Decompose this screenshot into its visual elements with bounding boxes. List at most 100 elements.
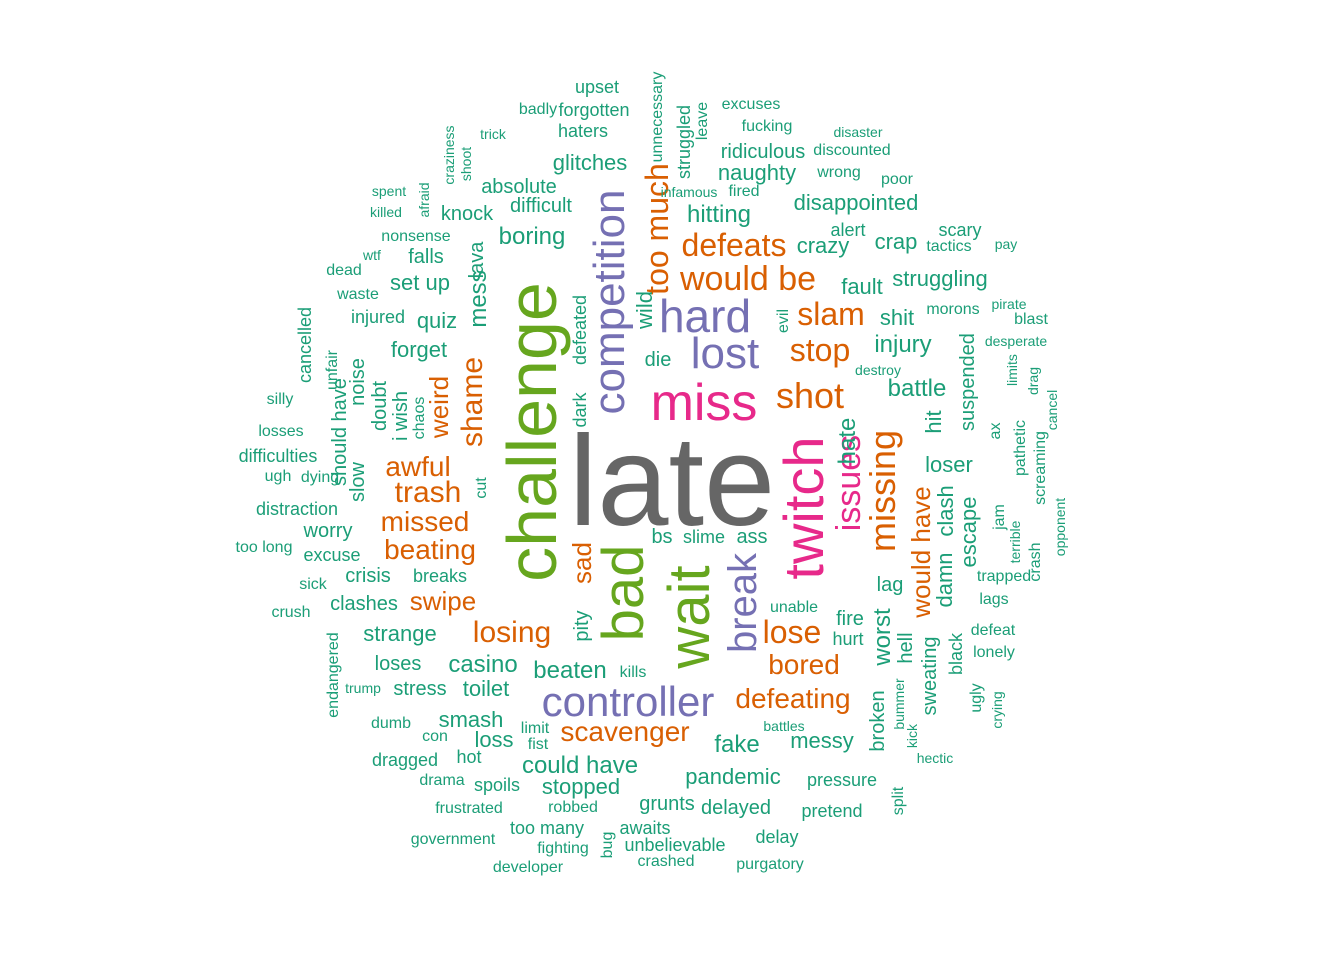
word-defeating: defeating: [735, 683, 851, 714]
word-fault: fault: [841, 274, 883, 299]
word-stop: stop: [789, 332, 851, 368]
word-delay: delay: [755, 827, 799, 847]
word-too-many: too many: [509, 818, 585, 838]
word-difficult: difficult: [510, 195, 572, 217]
word-frustrated: frustrated: [435, 800, 503, 817]
word-worst: worst: [869, 608, 896, 666]
word-damn: damn: [932, 552, 957, 608]
word-stress: stress: [393, 678, 447, 700]
word-casino: casino: [448, 651, 518, 678]
word-screaming: screaming: [1032, 431, 1049, 505]
word-dying: dying: [300, 469, 340, 486]
word-pirate: pirate: [991, 296, 1027, 312]
word-hard: hard: [658, 290, 752, 342]
word-lost: lost: [690, 329, 760, 378]
word-beaten: beaten: [533, 657, 607, 684]
word-disappointed: disappointed: [793, 190, 919, 215]
word-lags: lags: [979, 591, 1009, 608]
word-purgatory: purgatory: [736, 856, 804, 873]
word-smash: smash: [438, 707, 504, 732]
word-alert: alert: [830, 220, 866, 240]
word-trapped: trapped: [976, 568, 1032, 585]
word-knock: knock: [440, 203, 494, 225]
word-beating: beating: [384, 534, 476, 565]
word-trash: trash: [394, 476, 462, 509]
word-defeated: defeated: [570, 294, 590, 366]
word-hurt: hurt: [832, 629, 864, 649]
word-endangered: endangered: [325, 632, 342, 718]
word-shot: shot: [775, 375, 845, 416]
word-losing: losing: [472, 616, 552, 649]
word-competition: competition: [585, 189, 634, 415]
word-split: split: [890, 786, 907, 816]
word-unable: unable: [769, 599, 819, 616]
word-hectic: hectic: [916, 750, 954, 766]
word-broken: broken: [867, 690, 889, 752]
word-pity: pity: [571, 610, 593, 642]
word-bug: bug: [599, 831, 616, 859]
word-poor: poor: [880, 171, 914, 188]
word-noise: noise: [347, 358, 369, 406]
word-trick: trick: [480, 126, 506, 142]
word-scary: scary: [938, 220, 982, 240]
word-crap: crap: [874, 229, 918, 254]
word-controller: controller: [541, 678, 715, 725]
word-lonely: lonely: [973, 644, 1015, 661]
word-break: break: [721, 552, 765, 654]
word-desperate: desperate: [984, 333, 1048, 349]
word-escape: escape: [956, 496, 981, 568]
word-crisis: crisis: [345, 565, 391, 587]
word-ridiculous: ridiculous: [720, 141, 806, 163]
word-dumb: dumb: [370, 715, 412, 732]
word-spent: spent: [371, 183, 407, 199]
word-bored: bored: [768, 649, 840, 680]
word-pressure: pressure: [806, 770, 878, 790]
word-crazy: crazy: [796, 233, 850, 258]
word-shoot: shoot: [458, 146, 474, 182]
word-nonsense: nonsense: [381, 228, 451, 245]
word-clashes: clashes: [330, 593, 398, 615]
word-forgotten: forgotten: [558, 100, 630, 120]
word-shit: shit: [879, 305, 915, 330]
word-struggled: struggled: [674, 104, 694, 180]
word-wtf: wtf: [363, 247, 381, 263]
word-injury: injury: [874, 331, 932, 358]
word-lava: lava: [466, 241, 488, 279]
word-crying: crying: [989, 691, 1005, 729]
word-trump: trump: [345, 680, 381, 696]
word-would-have: would have: [906, 486, 936, 618]
word-dark: dark: [570, 392, 590, 428]
word-injured: injured: [350, 307, 406, 327]
word-fire: fire: [836, 608, 864, 630]
word-missing: missing: [862, 429, 903, 553]
word-slam: slam: [797, 296, 865, 332]
word-tactics: tactics: [926, 238, 972, 255]
word-unnecessary: unnecessary: [649, 71, 666, 163]
word-missed: missed: [380, 506, 470, 537]
word-con: con: [422, 728, 448, 745]
word-messy: messy: [790, 728, 854, 753]
word-boring: boring: [498, 223, 566, 250]
word-die: die: [644, 349, 672, 371]
word-government: government: [410, 831, 496, 848]
word-grunts: grunts: [639, 793, 695, 815]
word-chaos: chaos: [411, 396, 428, 440]
word-developer: developer: [492, 859, 564, 876]
word-shame: shame: [456, 356, 489, 448]
word-hate: hate: [834, 417, 861, 465]
word-waste: waste: [337, 286, 379, 303]
word-crashed: crashed: [637, 853, 695, 870]
word-disaster: disaster: [833, 124, 883, 140]
word-lag: lag: [876, 574, 904, 596]
word-leave: leave: [694, 101, 711, 141]
word-suspended: suspended: [957, 333, 979, 431]
word-hot: hot: [456, 747, 482, 767]
word-set-up: set up: [390, 270, 450, 295]
word-naughty: naughty: [717, 160, 797, 185]
word-limits: limits: [1004, 354, 1020, 386]
word-sweating: sweating: [919, 636, 941, 716]
word-killed: killed: [370, 204, 402, 220]
word-cancel: cancel: [1044, 389, 1060, 431]
word-struggling: struggling: [892, 266, 988, 291]
word-falls: falls: [408, 246, 444, 268]
